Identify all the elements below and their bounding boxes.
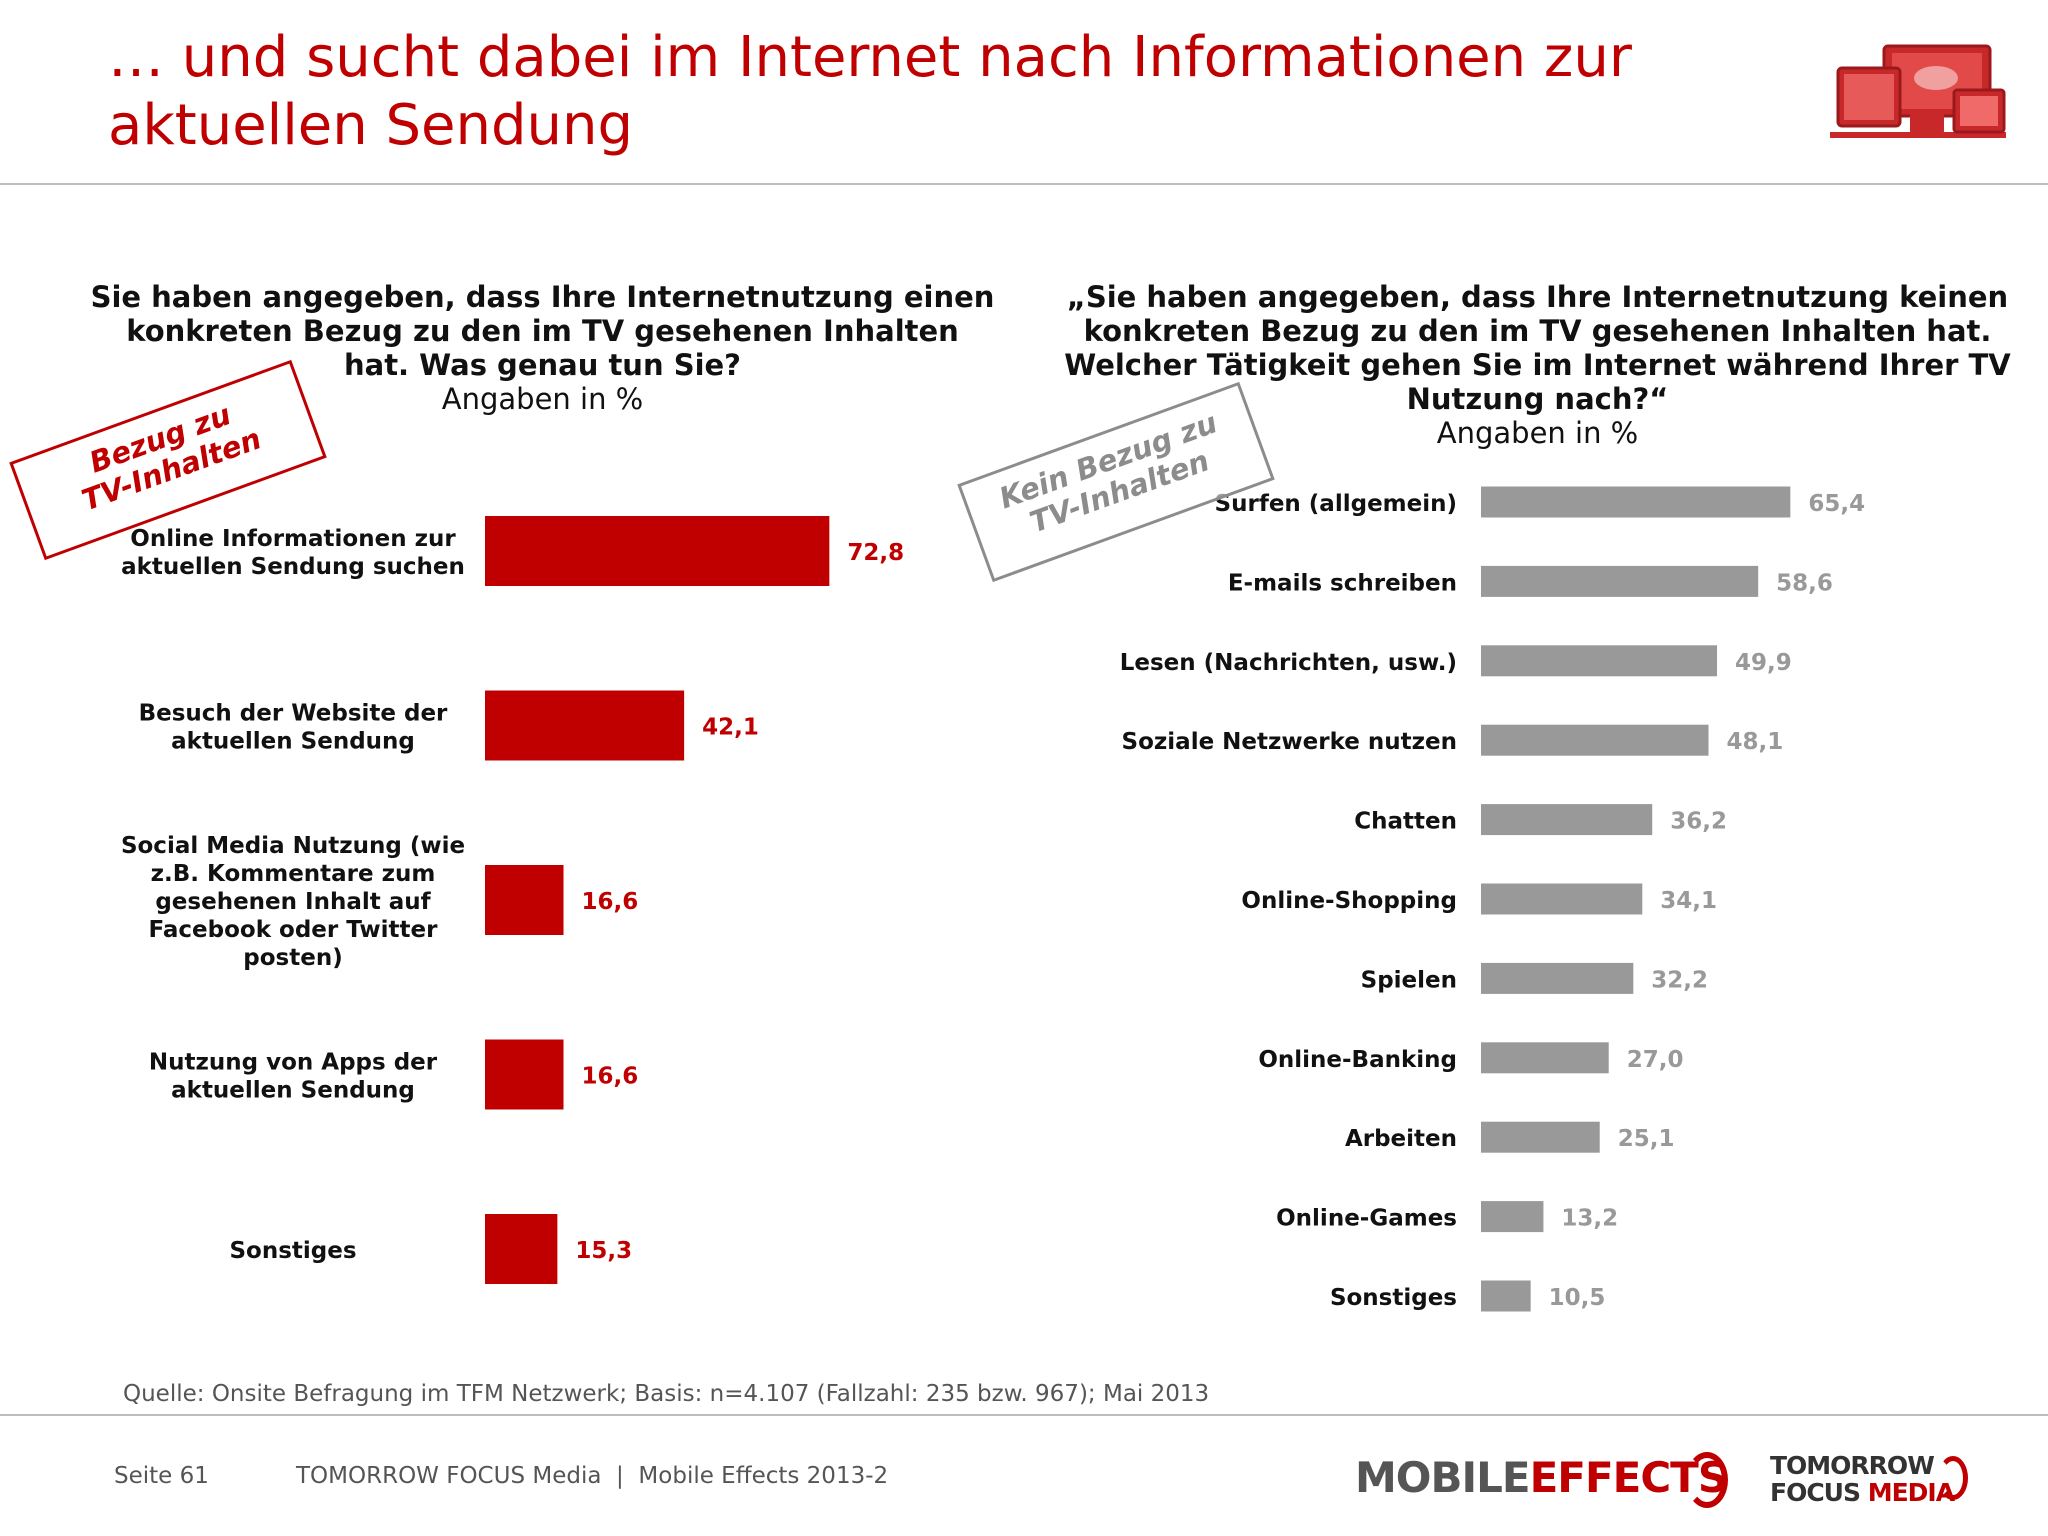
category-label: Sonstiges <box>1330 1285 1457 1311</box>
category-label: Online Informationen zur aktuellen Sendun… <box>121 526 465 580</box>
bar <box>1481 1042 1609 1074</box>
bar <box>1481 962 1634 994</box>
value-label: 25,1 <box>1618 1126 1675 1152</box>
category-label: Lesen (Nachrichten, usw.) <box>1120 650 1457 676</box>
category-label: Nutzung von Apps der aktuellen Sendung <box>149 1050 438 1104</box>
value-label: 32,2 <box>1651 967 1708 993</box>
bar <box>1481 565 1759 597</box>
value-label: 72,8 <box>847 540 904 566</box>
page-number: Seite 61 <box>114 1463 209 1489</box>
value-label: 10,5 <box>1549 1285 1606 1311</box>
value-label: 15,3 <box>575 1238 632 1264</box>
bar <box>485 1214 558 1284</box>
value-label: 36,2 <box>1670 809 1727 835</box>
footer-divider <box>0 1414 2048 1416</box>
category-label: Spielen <box>1361 967 1457 993</box>
value-label: 13,2 <box>1561 1206 1618 1232</box>
category-label: Arbeiten <box>1345 1126 1457 1152</box>
bar <box>485 865 564 935</box>
slide-title: … und sucht dabei im Internet nach Infor… <box>108 25 1632 158</box>
left-question: Sie haben angegeben, dass Ihre Internetn… <box>90 280 995 382</box>
category-label: E-mails schreiben <box>1228 570 1457 596</box>
tomorrow-focus-media-logo: TOMORROW FOCUS MEDIA <box>1770 1451 1955 1507</box>
value-label: 16,6 <box>582 889 639 915</box>
bar <box>1481 1201 1544 1233</box>
bar <box>1481 804 1653 836</box>
right-bar-chart: 65,4 Surfen (allgemein) 58,6 E-mails schrei… <box>1120 486 1865 1312</box>
bar <box>1481 1121 1600 1153</box>
category-label: Besuch der Website der aktuellen Sendung <box>139 701 448 755</box>
left-unit: Angaben in % <box>441 382 644 416</box>
category-label: Online-Shopping <box>1241 888 1457 914</box>
value-label: 42,1 <box>702 715 759 741</box>
right-chart-heading: „Sie haben angegeben, dass Ihre Internet… <box>1060 280 2015 450</box>
value-label: 49,9 <box>1735 650 1792 676</box>
mobile-effects-logo: MOBILEEFFECTS <box>1355 1453 1728 1502</box>
bar <box>1481 883 1643 915</box>
right-question: „Sie haben angegeben, dass Ihre Internet… <box>1064 280 2011 416</box>
category-label: Online-Banking <box>1258 1047 1457 1073</box>
value-label: 27,0 <box>1627 1047 1684 1073</box>
value-label: 34,1 <box>1660 888 1717 914</box>
devices-logo-icon <box>1830 44 2006 138</box>
value-label: 58,6 <box>1776 570 1833 596</box>
bar <box>485 516 830 586</box>
bar <box>1481 724 1709 756</box>
bar <box>1481 1280 1531 1312</box>
category-label: Online-Games <box>1276 1206 1457 1232</box>
mobile-effects-ring-icon <box>1686 1452 1728 1508</box>
value-label: 65,4 <box>1808 491 1865 517</box>
source-note: Quelle: Onsite Befragung im TFM Netzwerk… <box>123 1381 1210 1407</box>
bar <box>1481 486 1791 518</box>
value-label: 16,6 <box>582 1064 639 1090</box>
category-label: Social Media Nutzung (wie z.B. Kommentare… <box>121 833 465 971</box>
left-chart-heading: Sie haben angegeben, dass Ihre Internetn… <box>90 280 995 416</box>
category-label: Sonstiges <box>229 1238 356 1264</box>
tfm-ring-icon <box>1938 1456 1968 1500</box>
bar <box>485 1039 564 1110</box>
footer-text: TOMORROW FOCUS Media | Mobile Effects 20… <box>296 1463 889 1489</box>
value-label: 48,1 <box>1727 729 1784 755</box>
category-label: Surfen (allgemein) <box>1215 491 1457 517</box>
right-unit: Angaben in % <box>1436 416 1639 450</box>
category-label: Soziale Netzwerke nutzen <box>1122 729 1457 755</box>
title-divider <box>0 183 2048 185</box>
category-label: Chatten <box>1354 809 1457 835</box>
bar <box>1481 645 1718 677</box>
bar <box>485 690 685 761</box>
left-bar-chart: 72,8 Online Informationen zur aktuellen Se… <box>121 516 904 1284</box>
